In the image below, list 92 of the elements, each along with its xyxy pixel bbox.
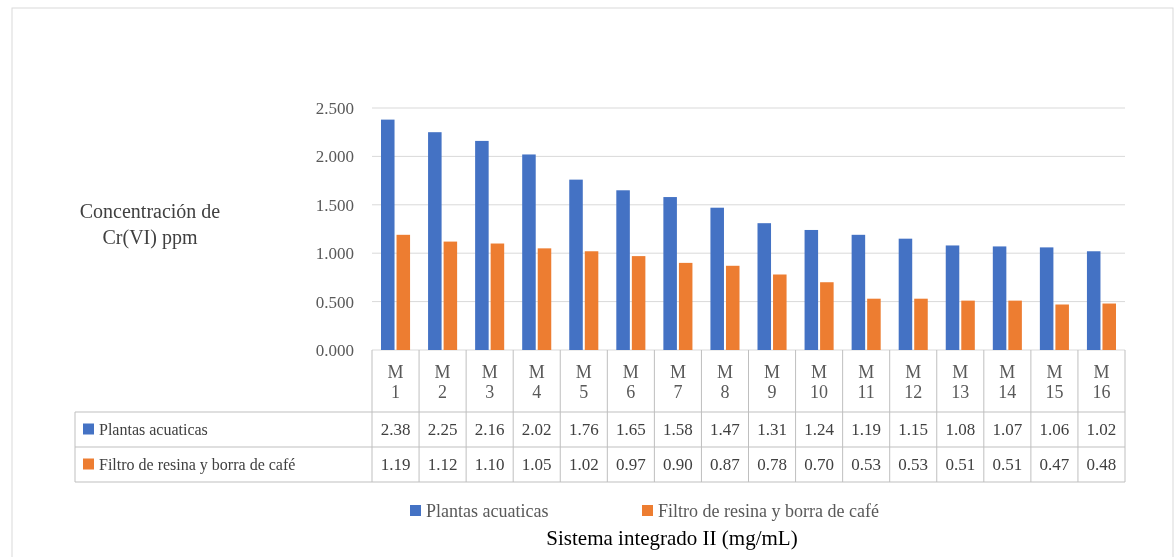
bar <box>851 234 866 350</box>
data-label: 1.19 <box>380 455 411 475</box>
x-tick-label: M 2 <box>434 362 451 402</box>
bar <box>490 243 505 350</box>
bar <box>773 274 787 350</box>
data-label: 1.47 <box>710 420 741 440</box>
y-tick-label: 0.500 <box>315 292 354 312</box>
data-label: 1.10 <box>474 455 505 475</box>
data-label: 2.38 <box>380 420 411 440</box>
bar <box>820 282 834 350</box>
data-label: 1.02 <box>1086 420 1117 440</box>
data-label: 1.58 <box>663 420 693 440</box>
y-tick-label: 2.000 <box>315 147 354 167</box>
data-label: 0.51 <box>992 455 1023 475</box>
data-label: 1.31 <box>757 420 787 440</box>
data-label: 2.25 <box>427 420 458 440</box>
bar <box>945 245 960 350</box>
x-tick-label: M 1 <box>387 362 404 402</box>
data-label: 1.15 <box>898 420 929 440</box>
x-tick-label: M 8 <box>716 362 733 402</box>
bar <box>898 238 913 350</box>
bar <box>1055 304 1069 350</box>
bar <box>616 190 630 350</box>
data-label: 0.51 <box>945 455 976 475</box>
legend-label: Filtro de resina y borra de café <box>99 456 296 475</box>
data-label: 1.05 <box>521 455 552 475</box>
bar <box>914 298 928 350</box>
x-tick-label: M 3 <box>481 362 498 402</box>
x-tick-label: M 16 <box>1092 362 1111 402</box>
data-label: 2.02 <box>521 420 552 440</box>
bar <box>804 229 819 350</box>
data-label: 1.07 <box>992 420 1023 440</box>
data-label: 0.47 <box>1039 455 1070 475</box>
data-label: 2.16 <box>474 420 505 440</box>
y-axis-title: Concentración de Cr(VI) ppm <box>79 200 221 249</box>
data-label: 1.76 <box>568 420 599 440</box>
data-label: 0.53 <box>851 455 882 475</box>
bar <box>475 140 489 350</box>
bar <box>522 154 536 350</box>
y-tick-label: 0.000 <box>315 340 354 360</box>
data-label: 1.06 <box>1039 420 1070 440</box>
bar <box>443 241 458 350</box>
data-label: 1.65 <box>615 420 646 440</box>
bar <box>1086 251 1101 350</box>
bar <box>1102 303 1116 350</box>
data-label: 0.53 <box>898 455 929 475</box>
bar <box>396 234 411 350</box>
bar <box>992 246 1007 350</box>
data-label: 0.70 <box>804 455 834 475</box>
bar <box>381 119 395 350</box>
bar <box>663 197 677 350</box>
data-label: 0.78 <box>757 455 787 475</box>
data-label: 0.90 <box>663 455 693 475</box>
y-tick-label: 2.500 <box>315 98 354 118</box>
bar <box>428 132 442 350</box>
bar <box>1008 300 1022 350</box>
x-tick-label: M 10 <box>810 362 829 402</box>
legend-label: Plantas acuaticas <box>426 501 549 522</box>
data-label: 0.97 <box>615 455 647 475</box>
bar <box>537 248 552 350</box>
bar <box>678 262 693 350</box>
data-label: 1.12 <box>427 455 458 475</box>
data-label: 0.87 <box>710 455 741 475</box>
x-tick-label: M 9 <box>764 362 781 402</box>
x-tick-label: M 12 <box>904 362 923 402</box>
text: Sistema integrado II (mg/mL) <box>546 526 798 550</box>
x-tick-label: M 5 <box>575 362 592 402</box>
data-label: 1.02 <box>568 455 599 475</box>
bar <box>867 298 881 350</box>
x-tick-label: M 15 <box>1045 362 1064 402</box>
x-tick-label: M 14 <box>998 362 1017 402</box>
bar <box>961 300 975 350</box>
bar <box>725 265 740 350</box>
x-tick-label: M 13 <box>951 362 970 402</box>
bar <box>584 251 599 350</box>
x-tick-label: M 11 <box>857 362 875 402</box>
x-tick-label: M 7 <box>669 362 686 402</box>
y-tick-label: 1.000 <box>315 244 354 264</box>
data-label: 1.19 <box>851 420 882 440</box>
data-label: 0.48 <box>1086 455 1117 475</box>
data-label: 1.08 <box>945 420 976 440</box>
bar <box>710 207 724 350</box>
data-label: 1.24 <box>804 420 835 440</box>
text: Plantas acuaticas <box>99 421 208 439</box>
bar <box>569 179 583 350</box>
bar <box>631 256 646 350</box>
x-tick-label: M 4 <box>528 362 545 402</box>
y-tick-label: 1.500 <box>315 195 354 215</box>
text: Filtro de resina y borra de café <box>658 501 879 522</box>
bar <box>757 223 772 350</box>
bar <box>1039 247 1054 350</box>
x-tick-label: M 6 <box>622 362 639 402</box>
